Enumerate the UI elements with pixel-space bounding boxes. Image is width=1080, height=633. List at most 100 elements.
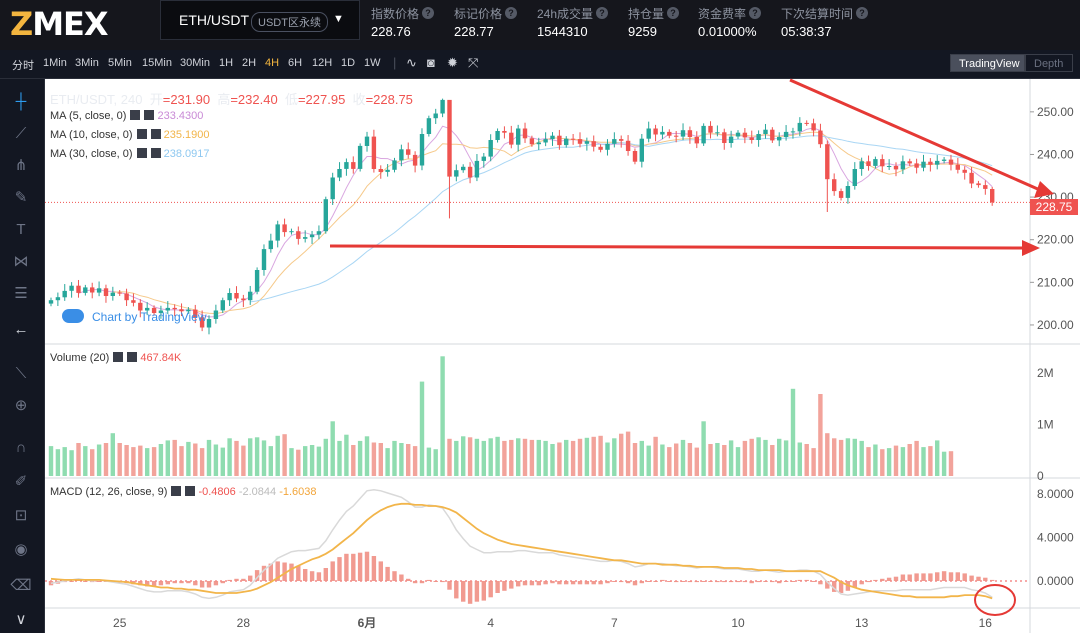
last-price-tag: 228.75 bbox=[1030, 199, 1078, 215]
close-icon[interactable] bbox=[150, 129, 161, 139]
macd-histogram-bar bbox=[763, 581, 768, 582]
trend-line-icon[interactable]: ⟋ bbox=[15, 125, 27, 142]
timeframe-1h[interactable]: 1H bbox=[219, 57, 234, 69]
volume-bar bbox=[749, 438, 754, 476]
lock-drawing-icon[interactable]: ✐ bbox=[14, 473, 28, 490]
volume-bar bbox=[117, 443, 122, 476]
depth-tab[interactable]: Depth bbox=[1025, 54, 1073, 72]
zoom-in-icon[interactable]: ⊕ bbox=[14, 397, 28, 414]
chart-style-icon[interactable]: ∿ bbox=[406, 55, 417, 70]
timeframe-12h[interactable]: 12H bbox=[312, 57, 333, 69]
brush-icon[interactable]: ✎ bbox=[14, 189, 28, 206]
macd-histogram-bar bbox=[873, 579, 878, 581]
trash-icon[interactable]: ⌫ bbox=[10, 577, 32, 594]
settings-icon[interactable] bbox=[136, 148, 147, 158]
timeframe-3min[interactable]: 3Min bbox=[75, 57, 99, 69]
volume-bar bbox=[742, 440, 748, 476]
toolbar-divider: | bbox=[393, 55, 397, 70]
settings-gear-icon[interactable]: ✹ bbox=[447, 55, 458, 70]
volume-bar bbox=[179, 446, 184, 476]
camera-icon[interactable]: ◙ bbox=[427, 55, 435, 70]
macd-histogram-bar bbox=[886, 577, 892, 581]
tradingview-watermark[interactable]: Chart by TradingView bbox=[62, 309, 207, 324]
macd-histogram-bar bbox=[564, 581, 569, 585]
magnet-icon[interactable]: ∩ bbox=[15, 439, 27, 456]
candle-body bbox=[893, 166, 899, 170]
close-icon[interactable] bbox=[185, 486, 196, 496]
volume-bar bbox=[488, 438, 493, 476]
candle-body bbox=[948, 159, 954, 165]
close-icon[interactable] bbox=[150, 148, 161, 158]
text-icon[interactable]: T bbox=[16, 221, 26, 238]
macd-histogram-bar bbox=[770, 581, 775, 583]
settings-icon[interactable] bbox=[136, 129, 147, 139]
chart-toolbar: 分时 1Min 3Min 5Min 15Min 30Min 1H 2H 4H 6… bbox=[0, 50, 1080, 79]
volume-bar bbox=[385, 448, 390, 476]
macd-histogram-bar bbox=[220, 581, 225, 584]
volume-bar bbox=[516, 438, 521, 476]
timeframe-5min[interactable]: 5Min bbox=[108, 57, 132, 69]
timeframe-1w[interactable]: 1W bbox=[364, 57, 381, 69]
close-icon[interactable] bbox=[127, 352, 138, 362]
time-tick-label: 16 bbox=[979, 616, 993, 630]
collapse-icon[interactable]: ∨ bbox=[15, 611, 27, 628]
candle-body bbox=[522, 128, 528, 139]
timeframe-2h[interactable]: 2H bbox=[242, 57, 257, 69]
tradingview-tab[interactable]: TradingView bbox=[950, 54, 1025, 72]
caret-down-icon[interactable]: ▼ bbox=[333, 13, 344, 25]
candle-body bbox=[866, 161, 871, 166]
timeframe-30min[interactable]: 30Min bbox=[180, 57, 210, 69]
candle-body bbox=[770, 129, 775, 141]
back-arrow-icon[interactable]: ← bbox=[13, 321, 29, 338]
help-icon[interactable]: ? bbox=[596, 7, 609, 19]
fullscreen-icon[interactable]: ⤧ bbox=[468, 55, 479, 70]
help-icon[interactable]: ? bbox=[422, 7, 435, 19]
pattern-icon[interactable]: ⋈ bbox=[13, 253, 29, 270]
settings-icon[interactable] bbox=[113, 352, 124, 362]
timeframe-1min[interactable]: 1Min bbox=[43, 57, 67, 69]
eye-icon[interactable]: ◉ bbox=[14, 541, 28, 558]
pitchfork-icon[interactable]: ⋔ bbox=[14, 157, 28, 174]
macd-histogram-bar bbox=[859, 581, 864, 585]
settings-icon[interactable] bbox=[171, 486, 182, 496]
candle-body bbox=[763, 129, 768, 134]
volume-bar bbox=[186, 441, 191, 476]
macd-histogram-bar bbox=[69, 581, 74, 582]
settings-icon[interactable] bbox=[130, 110, 141, 120]
help-icon[interactable]: ? bbox=[856, 7, 869, 19]
annotation-circle bbox=[974, 584, 1016, 616]
symbol-selector[interactable]: ETH/USDT USDT区永续 ▼ bbox=[160, 0, 360, 40]
time-tick-label: 28 bbox=[237, 616, 251, 630]
macd-histogram-bar bbox=[735, 581, 741, 583]
lock-icon[interactable]: ⊡ bbox=[14, 507, 28, 524]
timeframe-1d[interactable]: 1D bbox=[341, 57, 356, 69]
volume-bar bbox=[708, 444, 713, 476]
help-icon[interactable]: ? bbox=[667, 7, 680, 19]
prediction-icon[interactable]: ☰ bbox=[14, 285, 28, 302]
macd-histogram-bar bbox=[639, 581, 644, 584]
zmex-logo[interactable]: ZMEX bbox=[10, 5, 109, 43]
candle-body bbox=[440, 99, 445, 114]
macd-histogram-bar bbox=[309, 571, 315, 581]
timeframe-15min[interactable]: 15Min bbox=[142, 57, 172, 69]
timeframe-6h[interactable]: 6H bbox=[288, 57, 303, 69]
candle-body bbox=[323, 199, 328, 232]
volume-bar bbox=[694, 447, 699, 476]
macd-histogram-bar bbox=[151, 581, 157, 587]
macd-histogram-bar bbox=[344, 553, 349, 581]
close-icon[interactable] bbox=[144, 110, 155, 120]
timeframe-4h[interactable]: 4H bbox=[265, 57, 280, 69]
candle-body bbox=[378, 169, 383, 172]
ruler-icon[interactable]: ⟍ bbox=[15, 365, 27, 382]
help-icon[interactable]: ? bbox=[749, 7, 762, 19]
volume-bar bbox=[364, 436, 370, 476]
volume-bar bbox=[323, 438, 328, 476]
crosshair-icon[interactable]: ┼ bbox=[15, 93, 27, 110]
candle-body bbox=[495, 131, 500, 140]
price-tick-label: 250.00 bbox=[1037, 105, 1074, 119]
help-icon[interactable]: ? bbox=[505, 7, 518, 19]
annotation-down-arrowhead bbox=[1034, 181, 1054, 198]
macd-histogram-bar bbox=[797, 579, 802, 581]
timeframe-timeline[interactable]: 分时 bbox=[12, 60, 34, 72]
